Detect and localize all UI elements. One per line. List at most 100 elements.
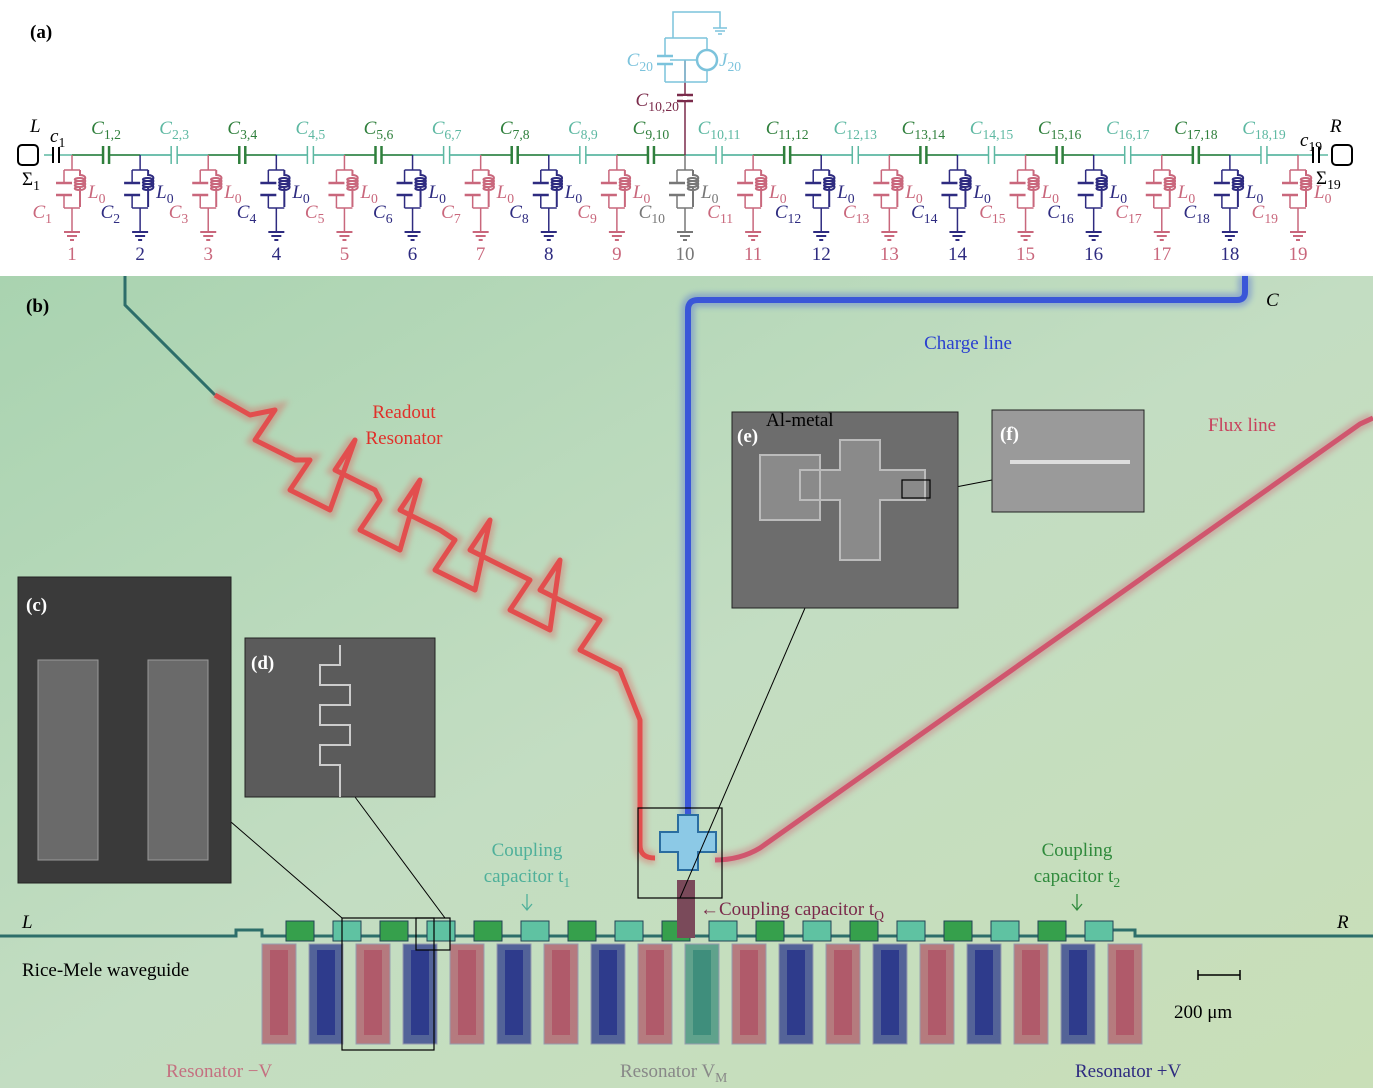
label-sub: 10,11 <box>710 127 740 142</box>
coupling-label: C8,9 <box>568 118 598 142</box>
label-main: C <box>636 90 649 111</box>
capacitor-label: C7 <box>441 202 461 226</box>
qubit-wire <box>665 12 720 82</box>
cap-gap <box>716 146 722 164</box>
resonator-core <box>740 950 758 1035</box>
resonator-core <box>270 950 288 1035</box>
label: Al-metal <box>766 410 834 431</box>
label-main: L <box>155 182 167 203</box>
resonator-core <box>881 950 899 1035</box>
label-sub: 13,14 <box>914 127 945 142</box>
label-sub: 19 <box>1327 177 1341 192</box>
label-sub: 20 <box>639 59 653 74</box>
label-sub: 14,15 <box>982 127 1013 142</box>
panel-label: (b) <box>26 296 49 317</box>
label-sub: 1 <box>563 875 570 890</box>
label-main: L <box>223 182 235 203</box>
label-sub: 9 <box>590 211 597 226</box>
label-main: L <box>359 182 371 203</box>
node-number: 8 <box>544 244 554 265</box>
coupling-capacitor <box>1038 921 1066 941</box>
capacitor-label: C6 <box>373 202 393 226</box>
label: C20 <box>627 50 654 74</box>
inductor <box>892 170 903 207</box>
label-sub: 5 <box>318 211 325 226</box>
node-number: 16 <box>1084 244 1103 265</box>
label-main: C <box>843 202 856 223</box>
label-main: L <box>972 182 984 203</box>
label-main: C <box>911 202 924 223</box>
label-sub: 5,6 <box>376 127 393 142</box>
coupling-capacitor <box>521 921 549 941</box>
resonator-core <box>505 950 523 1035</box>
capacitor-label: C13 <box>843 202 870 226</box>
node-number: 5 <box>340 244 350 265</box>
label-main: C <box>101 202 114 223</box>
inductor <box>143 170 154 207</box>
label-main: L <box>1109 182 1121 203</box>
resonator-core <box>1069 950 1087 1035</box>
inductor <box>1233 170 1244 207</box>
label: (f) <box>1000 424 1019 445</box>
node-number: 4 <box>272 244 282 265</box>
label-sub: 19 <box>1264 211 1278 226</box>
coupling-capacitor <box>615 921 643 941</box>
coupling-label: C1,2 <box>91 118 121 142</box>
label-main: L <box>632 182 644 203</box>
label-sub: 1,2 <box>104 127 121 142</box>
resonator-core <box>1022 950 1040 1035</box>
label: Coupling <box>1042 840 1113 861</box>
node-number: 7 <box>476 244 486 265</box>
label-main: L <box>496 182 508 203</box>
label: L <box>29 116 41 137</box>
coupling-label: C17,18 <box>1174 118 1218 142</box>
label-main: L <box>836 182 848 203</box>
label-main: C <box>1047 202 1060 223</box>
label-main: C <box>500 118 513 139</box>
inductor <box>279 170 290 207</box>
inductor <box>688 170 699 207</box>
label-main: ←Coupling capacitor t <box>700 899 875 920</box>
label-main: C <box>227 118 240 139</box>
capacitor-label: C14 <box>911 202 938 226</box>
cap-gap <box>852 146 858 164</box>
coupling-label: C5,6 <box>364 118 394 142</box>
port <box>1332 145 1352 165</box>
capacitor-label: C17 <box>1115 202 1142 226</box>
coupling-label: C12,13 <box>834 118 878 142</box>
resonator-core <box>646 950 664 1035</box>
inductor <box>1165 170 1176 207</box>
label: 200 μm <box>1174 1002 1232 1023</box>
label-sub: 3 <box>181 211 188 226</box>
coupling-capacitor <box>850 921 878 941</box>
capacitor-label: C19 <box>1252 202 1279 226</box>
label-main: C <box>1106 118 1119 139</box>
qubit-coupler <box>677 880 695 938</box>
label-sub: 4 <box>249 211 256 226</box>
label: Coupling <box>492 840 563 861</box>
inductor <box>415 170 426 207</box>
coupling-capacitor <box>1085 921 1113 941</box>
inductor <box>756 170 767 207</box>
node-number: 1 <box>67 244 77 265</box>
label-main: C <box>639 202 652 223</box>
node-number: 2 <box>135 244 145 265</box>
label: L <box>21 912 33 933</box>
label: capacitor t1 <box>484 866 571 890</box>
capacitor-label: C10 <box>639 202 666 226</box>
label-main: L <box>1313 182 1325 203</box>
coupling-label: C3,4 <box>227 118 257 142</box>
label-main: L <box>768 182 780 203</box>
inductor <box>347 170 358 207</box>
label: (e) <box>737 426 758 447</box>
capacitor-label: C9 <box>577 202 597 226</box>
resonator-core <box>599 950 617 1035</box>
inductor <box>620 170 631 207</box>
label-sub: 10,20 <box>648 99 679 114</box>
label: R <box>1329 116 1342 137</box>
label-sub: 0 <box>1325 191 1332 206</box>
label-sub: 14 <box>924 211 938 226</box>
cap-gap <box>444 146 450 164</box>
label-main: L <box>291 182 303 203</box>
label-main: C <box>902 118 915 139</box>
